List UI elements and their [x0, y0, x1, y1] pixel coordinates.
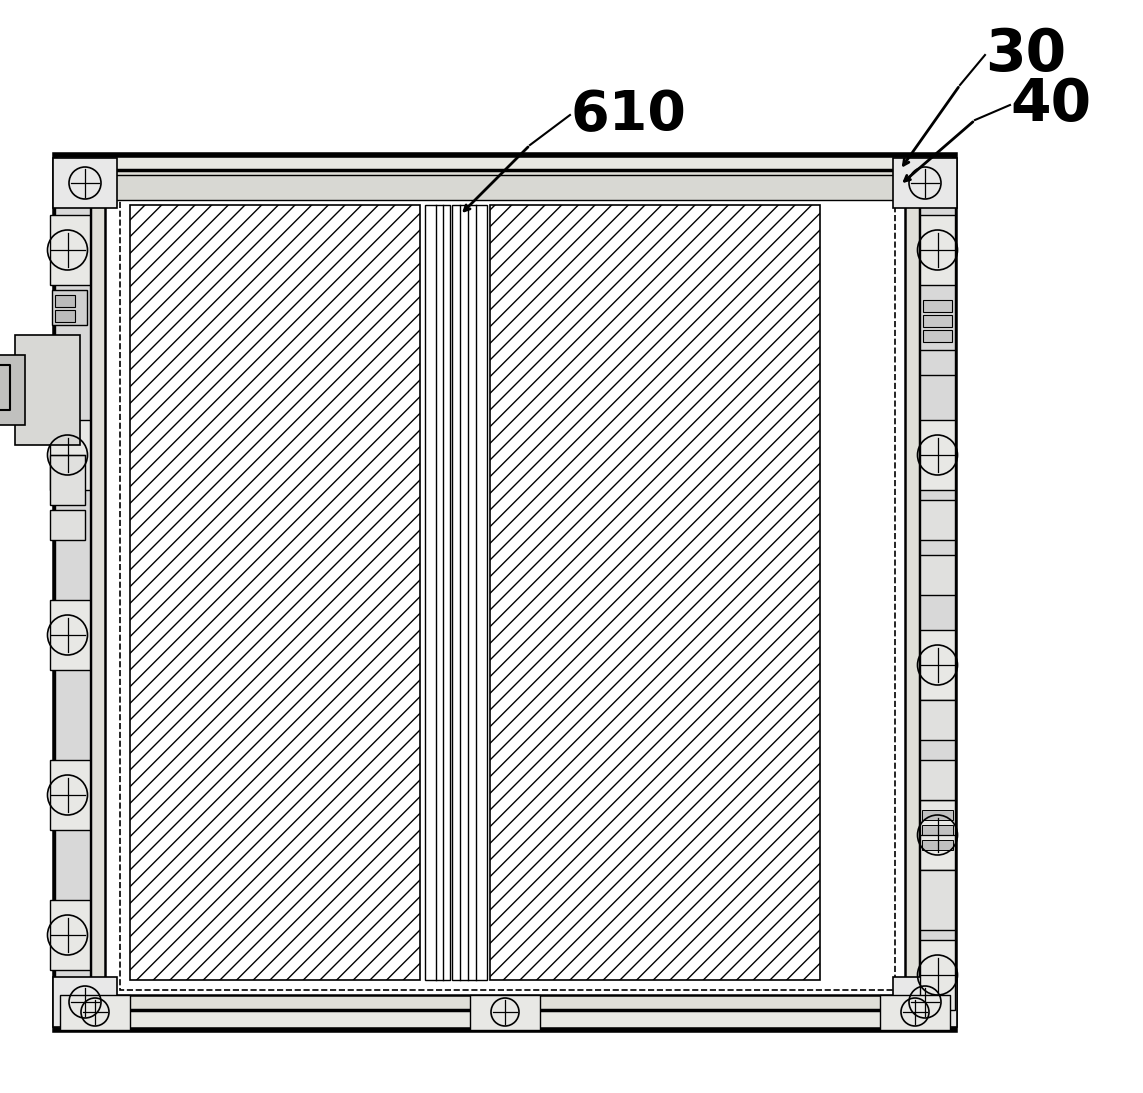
Bar [920, 215, 956, 285]
Bar [425, 205, 450, 980]
Bar [922, 810, 953, 820]
Bar [920, 760, 956, 800]
Bar [920, 630, 956, 700]
Bar [50, 455, 85, 505]
Bar [50, 760, 90, 830]
Bar [55, 310, 75, 322]
Bar [15, 334, 80, 445]
Text: 40: 40 [1010, 77, 1092, 133]
Bar [0, 355, 25, 425]
Bar [55, 155, 956, 1030]
Bar [922, 841, 953, 850]
Bar [90, 175, 920, 200]
Bar [924, 315, 952, 327]
Bar [53, 977, 117, 1027]
Bar [120, 195, 895, 990]
Bar [470, 995, 539, 1030]
Bar [490, 205, 820, 980]
Bar [920, 205, 956, 980]
Bar [924, 330, 952, 342]
Bar [920, 420, 956, 490]
Text: 30: 30 [985, 26, 1066, 83]
Text: 610: 610 [570, 89, 686, 142]
Bar [920, 940, 956, 1010]
Bar [920, 870, 956, 930]
Bar [920, 800, 956, 870]
Bar [50, 600, 90, 670]
Bar [130, 205, 419, 980]
Bar [920, 555, 956, 595]
Bar [880, 995, 950, 1030]
Bar [920, 700, 956, 740]
Bar [920, 350, 956, 375]
Bar [50, 420, 90, 490]
Bar [59, 995, 130, 1030]
Bar [90, 171, 920, 1010]
Bar [924, 299, 952, 312]
Bar [50, 215, 90, 285]
Bar [893, 158, 957, 208]
Bar [53, 158, 117, 208]
Bar [920, 500, 956, 540]
Bar [451, 205, 487, 980]
Bar [922, 825, 953, 835]
Bar [50, 510, 85, 540]
Bar [55, 205, 90, 980]
Bar [893, 977, 957, 1027]
Bar [55, 295, 75, 307]
Bar [51, 290, 87, 325]
Bar [105, 185, 905, 995]
Bar [50, 900, 90, 969]
